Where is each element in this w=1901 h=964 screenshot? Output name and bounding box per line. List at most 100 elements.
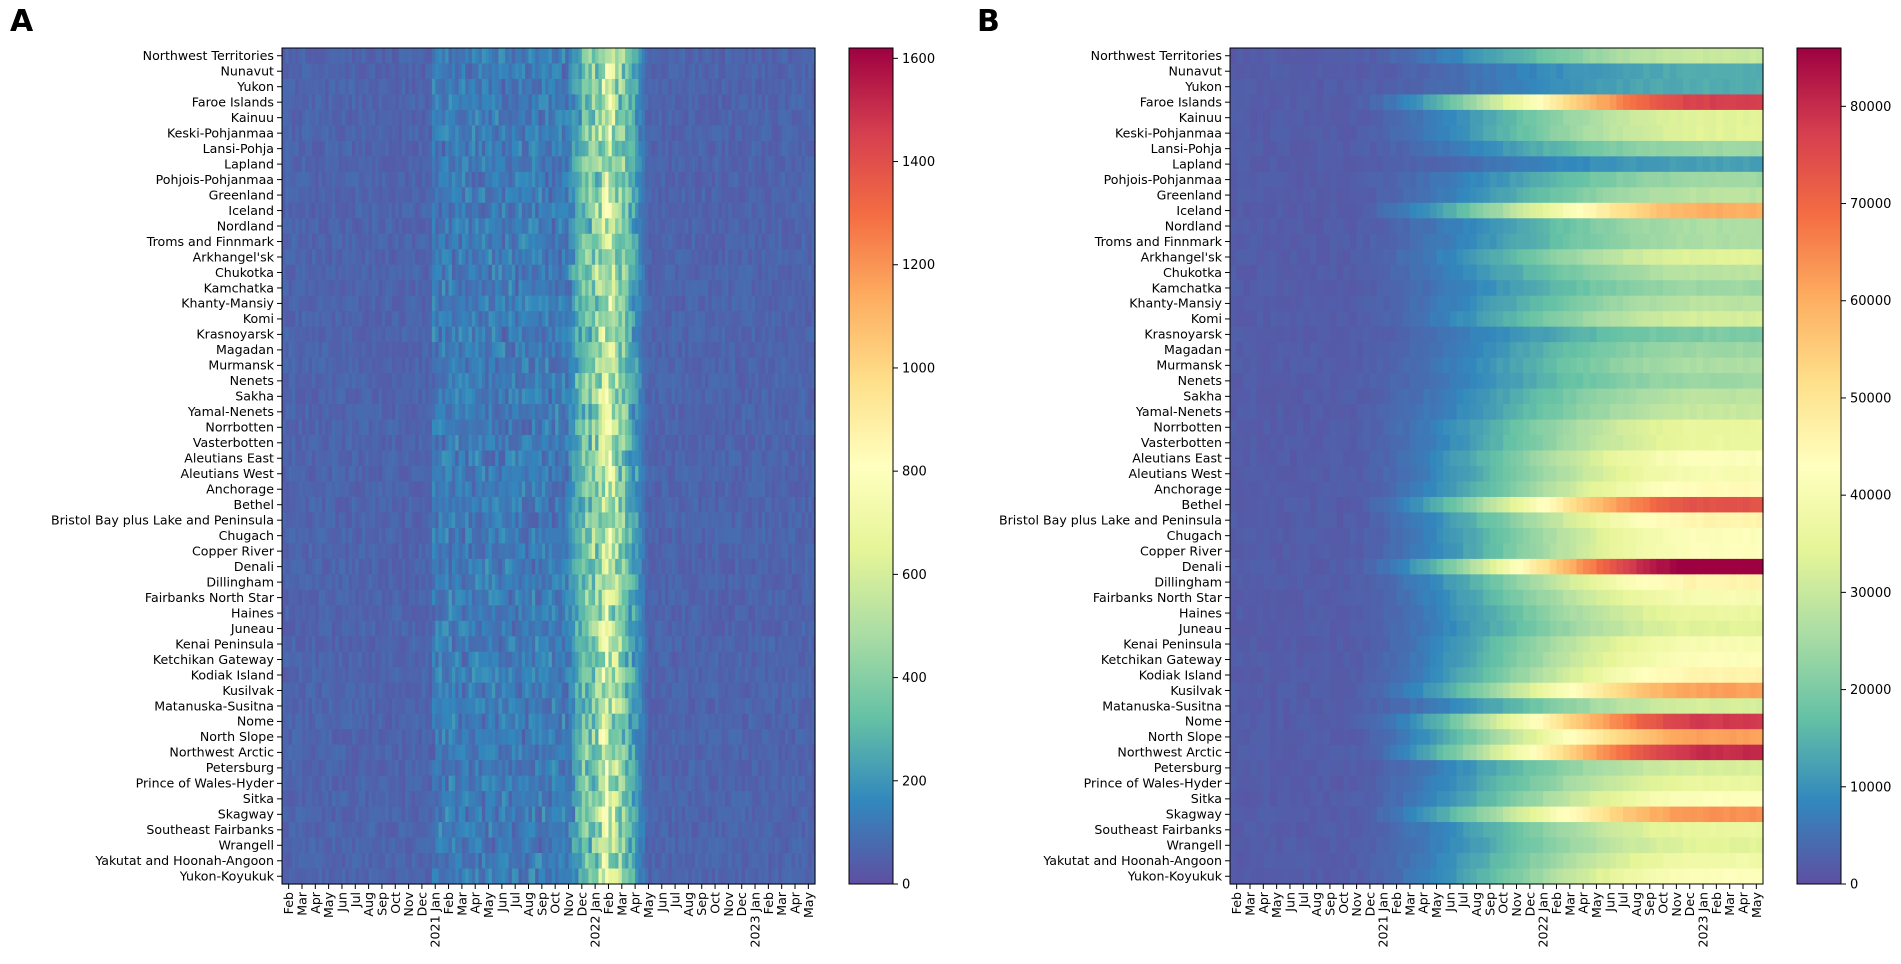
heatmap-cell xyxy=(771,140,776,157)
heatmap-cell xyxy=(528,264,533,281)
heatmap-cell xyxy=(701,171,706,188)
heatmap-cell xyxy=(425,218,430,235)
heatmap-cell xyxy=(671,218,676,235)
heatmap-cell xyxy=(611,202,616,219)
heatmap-cell xyxy=(485,295,490,312)
heatmap-cell xyxy=(698,249,703,266)
heatmap-cell xyxy=(341,48,346,65)
heatmap-cell xyxy=(438,187,443,204)
heatmap-cell xyxy=(368,187,373,204)
heatmap-cell xyxy=(341,187,346,204)
heatmap-cell xyxy=(488,156,493,173)
heatmap-cell xyxy=(711,249,716,266)
heatmap-cell xyxy=(291,48,296,65)
heatmap-cell xyxy=(758,187,763,204)
heatmap-cell xyxy=(338,171,343,188)
heatmap-cell xyxy=(688,249,693,266)
heatmap-cell xyxy=(645,140,650,157)
heatmap-cell xyxy=(415,218,420,235)
heatmap-cell xyxy=(335,94,340,111)
heatmap-cell xyxy=(375,249,380,266)
heatmap-cell xyxy=(568,48,573,65)
heatmap-cell xyxy=(305,156,310,173)
heatmap-cell xyxy=(701,233,706,250)
heatmap-cell xyxy=(628,156,633,173)
heatmap-cell xyxy=(455,264,460,281)
heatmap-cell xyxy=(528,156,533,173)
heatmap-cell xyxy=(638,264,643,281)
heatmap-cell xyxy=(525,295,530,312)
heatmap-cell xyxy=(778,264,783,281)
heatmap-cell xyxy=(435,94,440,111)
heatmap-cell xyxy=(428,187,433,204)
heatmap-cell xyxy=(575,171,580,188)
heatmap-cell xyxy=(361,295,366,312)
heatmap-cell xyxy=(665,264,670,281)
heatmap-cell xyxy=(501,109,506,127)
heatmap-cell xyxy=(635,249,640,266)
heatmap-cell xyxy=(735,280,739,297)
heatmap-cell xyxy=(475,171,480,188)
heatmap-cell xyxy=(695,295,700,312)
heatmap-cell xyxy=(785,280,789,297)
heatmap-cell xyxy=(765,78,769,96)
heatmap-cell xyxy=(558,171,563,188)
heatmap-cell xyxy=(725,171,729,188)
heatmap-cell xyxy=(301,156,306,173)
heatmap-cell xyxy=(311,218,316,235)
heatmap-cell xyxy=(628,295,633,312)
heatmap-cell xyxy=(358,48,363,65)
heatmap-cell xyxy=(598,140,603,157)
heatmap-cell xyxy=(805,125,809,142)
heatmap-cell xyxy=(448,264,453,281)
heatmap-cell xyxy=(568,264,573,281)
heatmap-cell xyxy=(738,233,743,250)
heatmap-cell xyxy=(745,280,749,297)
heatmap-cell xyxy=(388,125,393,142)
heatmap-cell xyxy=(788,109,793,127)
heatmap-cell xyxy=(645,249,650,266)
heatmap-cell xyxy=(591,187,596,204)
heatmap-cell xyxy=(388,109,393,127)
heatmap-cell xyxy=(298,78,303,96)
heatmap-cell xyxy=(811,94,816,111)
heatmap-cell xyxy=(631,280,636,297)
heatmap-cell xyxy=(728,63,733,80)
heatmap-cell xyxy=(595,140,600,157)
heatmap-cell xyxy=(715,218,719,235)
heatmap-cell xyxy=(811,48,816,65)
heatmap-cell xyxy=(401,125,406,142)
heatmap-cell xyxy=(711,233,716,250)
heatmap-cell xyxy=(378,187,383,204)
heatmap-cell xyxy=(675,140,680,157)
heatmap-cell xyxy=(565,63,570,80)
heatmap-cell xyxy=(548,264,553,281)
heatmap-cell xyxy=(705,63,709,80)
heatmap-cell xyxy=(618,171,623,188)
heatmap-cell xyxy=(411,63,416,80)
heatmap-cell xyxy=(391,63,396,80)
heatmap-cell xyxy=(758,63,763,80)
heatmap-cell xyxy=(511,156,516,173)
heatmap-cell xyxy=(625,125,630,142)
heatmap-cell xyxy=(671,63,676,80)
heatmap-cell xyxy=(541,156,546,173)
heatmap-cell xyxy=(781,280,786,297)
heatmap-cell xyxy=(465,264,470,281)
heatmap-cell xyxy=(375,233,380,250)
heatmap-cell xyxy=(345,171,350,188)
heatmap-cell xyxy=(478,171,483,188)
heatmap-cell xyxy=(398,249,403,266)
heatmap-cell xyxy=(501,48,506,65)
heatmap-cell xyxy=(718,264,723,281)
heatmap-cell xyxy=(641,94,646,111)
heatmap-cell xyxy=(601,264,606,281)
heatmap-cell xyxy=(541,109,546,127)
heatmap-cell xyxy=(605,94,610,111)
heatmap-cell xyxy=(678,140,683,157)
heatmap-cell xyxy=(375,187,380,204)
heatmap-cell xyxy=(555,94,560,111)
heatmap-cell xyxy=(735,63,739,80)
heatmap-cell xyxy=(328,63,333,80)
heatmap-cell xyxy=(711,156,716,173)
